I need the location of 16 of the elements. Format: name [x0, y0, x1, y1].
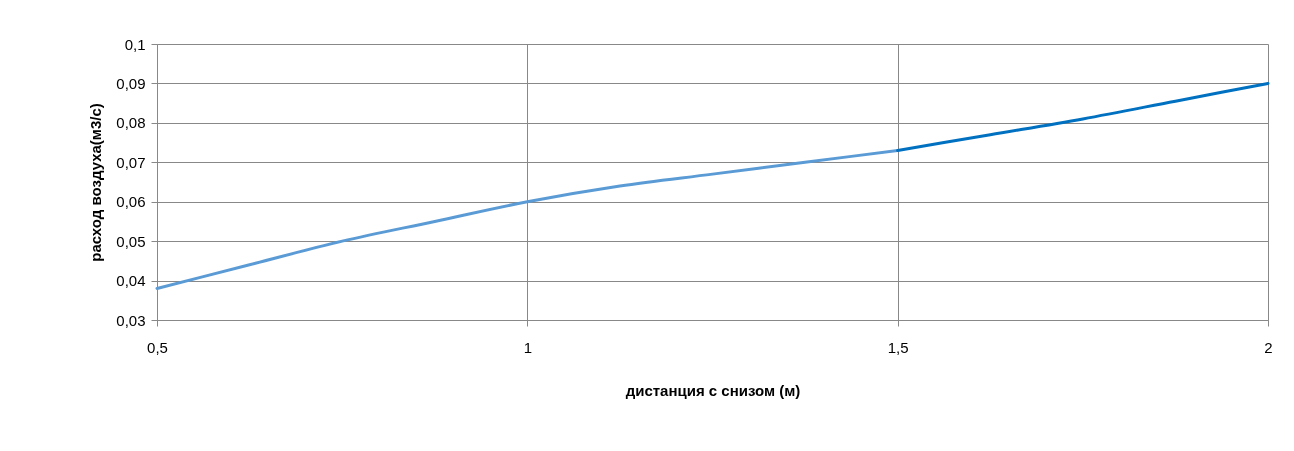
y-tick-label: 0,03: [116, 311, 146, 329]
y-tick-label: 0,07: [116, 153, 146, 171]
x-tick-label: 1,5: [887, 338, 909, 356]
y-tick-label: 0,06: [116, 193, 146, 211]
y-tick-label: 0,04: [116, 272, 146, 290]
line-series: [896, 81, 1270, 152]
x-tick-label: 1: [523, 338, 533, 356]
x-tick-label: 0,5: [147, 338, 168, 356]
y-tick-label: 0,08: [116, 114, 146, 132]
y-tick-label: 0,05: [116, 232, 146, 250]
line-series: [155, 148, 900, 290]
x-axis-title: дистанция с снизом (м): [625, 381, 801, 399]
y-axis-title: расход воздуха(м3/с): [87, 103, 105, 262]
y-tick-label: 0,1: [124, 35, 146, 53]
y-tick-label: 0,09: [116, 74, 146, 92]
x-tick-label: 2: [1264, 338, 1273, 356]
